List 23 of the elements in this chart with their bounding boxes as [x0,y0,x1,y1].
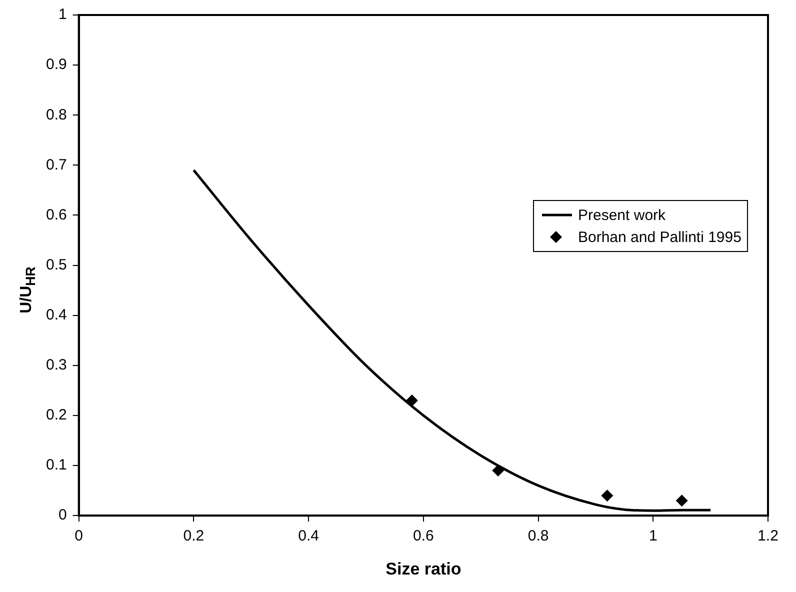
legend-label: Present work [578,206,666,224]
legend-label: Borhan and Pallinti 1995 [578,228,742,246]
y-tick-label: 0.7 [46,156,67,174]
y-tick-label: 0.9 [46,56,67,74]
x-tick-label: 1 [648,528,658,545]
x-tick-label: 0.4 [298,528,319,545]
y-tick-label: 0.3 [46,356,67,374]
y-tick-label: 0.5 [46,256,67,274]
y-tick-label: 0.4 [46,306,67,324]
x-tick-label: 0.8 [528,528,549,545]
point [676,494,688,507]
x-tick-label: 0.2 [183,528,204,545]
y-tick-label: 0.6 [46,206,67,224]
point [601,490,614,502]
x-tick-label: 0 [74,528,84,545]
x-axis-title: Size ratio [386,559,462,578]
y-tick-label: 1 [58,6,67,24]
x-tick-label: 1.2 [758,528,778,545]
x-tick-label: 0.6 [412,528,434,545]
y-tick-label: 0 [58,506,67,524]
y-tick-label: 0.2 [46,406,67,424]
y-tick-label: 0.8 [46,106,67,124]
y-tick-label: 0.1 [46,456,67,474]
